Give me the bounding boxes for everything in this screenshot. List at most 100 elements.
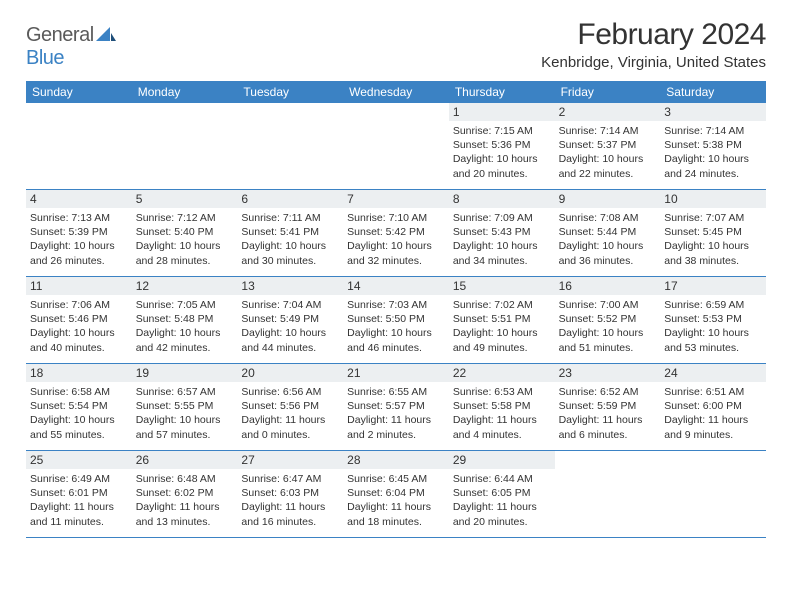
sunset-text: Sunset: 5:43 PM [453,225,551,239]
calendar-bottom-rule [26,537,766,538]
daylight-text: Daylight: 10 hours and 38 minutes. [664,239,762,267]
sunset-text: Sunset: 5:41 PM [241,225,339,239]
calendar-cell: 23Sunrise: 6:52 AMSunset: 5:59 PMDayligh… [555,364,661,450]
day-number-strip: 5 [132,190,238,208]
daylight-text: Daylight: 10 hours and 36 minutes. [559,239,657,267]
daylight-text: Daylight: 11 hours and 4 minutes. [453,413,551,441]
sunrise-text: Sunrise: 7:09 AM [453,211,551,225]
day-info: Sunrise: 6:51 AMSunset: 6:00 PMDaylight:… [664,385,762,442]
sunrise-text: Sunrise: 7:00 AM [559,298,657,312]
day-info: Sunrise: 6:59 AMSunset: 5:53 PMDaylight:… [664,298,762,355]
sunset-text: Sunset: 6:01 PM [30,486,128,500]
day-number-strip: 2 [555,103,661,121]
title-block: February 2024 Kenbridge, Virginia, Unite… [541,18,766,71]
sunrise-text: Sunrise: 7:05 AM [136,298,234,312]
calendar-cell [237,103,343,189]
daylight-text: Daylight: 10 hours and 34 minutes. [453,239,551,267]
day-number: 21 [347,366,445,380]
sunset-text: Sunset: 5:56 PM [241,399,339,413]
calendar-week: 1Sunrise: 7:15 AMSunset: 5:36 PMDaylight… [26,103,766,189]
day-number: 6 [241,192,339,206]
daylight-text: Daylight: 11 hours and 20 minutes. [453,500,551,528]
day-number-strip: 18 [26,364,132,382]
day-number: 13 [241,279,339,293]
day-number [136,105,234,119]
sunrise-text: Sunrise: 6:45 AM [347,472,445,486]
day-number: 3 [664,105,762,119]
daylight-text: Daylight: 10 hours and 40 minutes. [30,326,128,354]
day-number [347,105,445,119]
calendar-cell: 4Sunrise: 7:13 AMSunset: 5:39 PMDaylight… [26,190,132,276]
calendar-cell: 9Sunrise: 7:08 AMSunset: 5:44 PMDaylight… [555,190,661,276]
dow-monday: Monday [132,81,238,103]
sunrise-text: Sunrise: 7:14 AM [664,124,762,138]
sunrise-text: Sunrise: 6:49 AM [30,472,128,486]
day-info: Sunrise: 7:15 AMSunset: 5:36 PMDaylight:… [453,124,551,181]
calendar-cell: 13 Sunrise: 7:04 AMSunset: 5:49 PMDayligh… [237,277,343,363]
calendar-cell: 7Sunrise: 7:10 AMSunset: 5:42 PMDaylight… [343,190,449,276]
dow-friday: Friday [555,81,661,103]
sunrise-text: Sunrise: 6:57 AM [136,385,234,399]
day-number-strip: 13 [237,277,343,295]
day-number: 20 [241,366,339,380]
dow-thursday: Thursday [449,81,555,103]
day-number-strip: 28 [343,451,449,469]
sunrise-text: Sunrise: 6:59 AM [664,298,762,312]
sunrise-text: Sunrise: 7:04 AM [241,298,339,312]
sunrise-text: Sunrise: 7:02 AM [453,298,551,312]
calendar-cell: 1Sunrise: 7:15 AMSunset: 5:36 PMDaylight… [449,103,555,189]
daylight-text: Daylight: 11 hours and 9 minutes. [664,413,762,441]
sunset-text: Sunset: 6:02 PM [136,486,234,500]
sunrise-text: Sunrise: 7:15 AM [453,124,551,138]
brand-logo: General Blue [26,18,116,70]
sunset-text: Sunset: 5:54 PM [30,399,128,413]
sunrise-text: Sunrise: 6:44 AM [453,472,551,486]
daylight-text: Daylight: 10 hours and 44 minutes. [241,326,339,354]
day-info: Sunrise: 7:08 AMSunset: 5:44 PMDaylight:… [559,211,657,268]
day-number: 4 [30,192,128,206]
sunset-text: Sunset: 5:51 PM [453,312,551,326]
day-number-strip [343,103,449,121]
calendar-page: General Blue February 2024 Kenbridge, Vi… [0,0,792,612]
calendar-cell: 17Sunrise: 6:59 AMSunset: 5:53 PMDayligh… [660,277,766,363]
day-number-strip: 25 [26,451,132,469]
day-number-strip: 27 [237,451,343,469]
day-info: Sunrise: 7:02 AMSunset: 5:51 PMDaylight:… [453,298,551,355]
day-number: 24 [664,366,762,380]
day-number-strip: 23 [555,364,661,382]
day-number-strip: 15 [449,277,555,295]
logo-word-2: Blue [26,47,64,69]
day-info: Sunrise: 6:53 AMSunset: 5:58 PMDaylight:… [453,385,551,442]
day-info: Sunrise: 6:57 AMSunset: 5:55 PMDaylight:… [136,385,234,442]
sunset-text: Sunset: 5:58 PM [453,399,551,413]
sunrise-text: Sunrise: 7:12 AM [136,211,234,225]
daylight-text: Daylight: 11 hours and 13 minutes. [136,500,234,528]
day-info: Sunrise: 7:04 AMSunset: 5:49 PMDaylight:… [241,298,339,355]
sunset-text: Sunset: 5:40 PM [136,225,234,239]
logo-word-1: General [26,24,94,46]
day-number: 18 [30,366,128,380]
day-number: 29 [453,453,551,467]
sunrise-text: Sunrise: 6:56 AM [241,385,339,399]
daylight-text: Daylight: 10 hours and 49 minutes. [453,326,551,354]
daylight-text: Daylight: 11 hours and 16 minutes. [241,500,339,528]
dow-saturday: Saturday [660,81,766,103]
sunrise-text: Sunrise: 7:06 AM [30,298,128,312]
day-info: Sunrise: 6:48 AMSunset: 6:02 PMDaylight:… [136,472,234,529]
sunrise-text: Sunrise: 7:13 AM [30,211,128,225]
sunrise-text: Sunrise: 6:58 AM [30,385,128,399]
day-number-strip: 12 [132,277,238,295]
sunrise-text: Sunrise: 7:07 AM [664,211,762,225]
sunset-text: Sunset: 5:46 PM [30,312,128,326]
daylight-text: Daylight: 11 hours and 11 minutes. [30,500,128,528]
calendar-cell [555,451,661,537]
day-number: 25 [30,453,128,467]
sunrise-text: Sunrise: 7:03 AM [347,298,445,312]
day-number-strip: 8 [449,190,555,208]
calendar-cell [660,451,766,537]
weeks-container: 1Sunrise: 7:15 AMSunset: 5:36 PMDaylight… [26,103,766,537]
day-info: Sunrise: 7:10 AMSunset: 5:42 PMDaylight:… [347,211,445,268]
day-info: Sunrise: 7:06 AMSunset: 5:46 PMDaylight:… [30,298,128,355]
calendar-cell: 8 Sunrise: 7:09 AMSunset: 5:43 PMDaylight… [449,190,555,276]
day-info: Sunrise: 7:14 AMSunset: 5:38 PMDaylight:… [664,124,762,181]
